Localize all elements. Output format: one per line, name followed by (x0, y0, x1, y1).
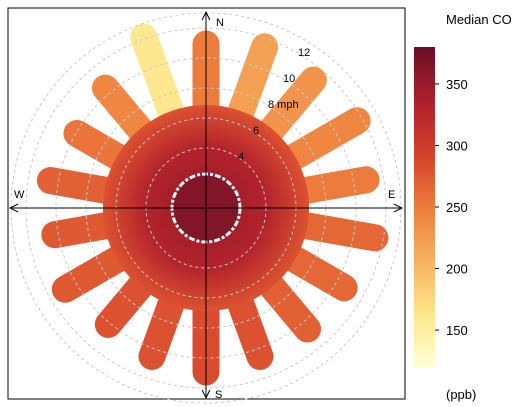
colorbar-tick-label: 300 (446, 138, 468, 153)
west-label: W (14, 189, 25, 201)
plot-panel-border (7, 7, 406, 400)
radial-tick-label: 10 (283, 73, 295, 85)
colorbar-title: Median CO (446, 12, 512, 27)
radial-tick-label: 8 mph (268, 99, 299, 111)
compass-axes (8, 10, 404, 400)
colorbar-tick-label: 150 (446, 323, 468, 338)
radial-tick-label: 4 (238, 151, 244, 163)
colorbar-tick-label: 200 (446, 262, 468, 277)
radial-tick-label: 6 (253, 125, 259, 137)
east-label: E (388, 189, 395, 201)
colorbar (414, 47, 435, 367)
radial-tick-label: 12 (298, 47, 310, 59)
radial-tick-labels: 4 6 8 mph 10 12 (238, 47, 310, 163)
axis-arrowhead (201, 389, 211, 400)
axis-arrowhead (8, 203, 19, 213)
axis-arrowhead (393, 203, 404, 213)
colorbar-unit: (ppb) (446, 387, 476, 402)
south-label: S (215, 389, 222, 401)
colorbar-tick-label: 350 (446, 77, 468, 92)
axis-arrowhead (201, 10, 211, 21)
colorbar-ticks: 150 200 250 300 350 (435, 77, 468, 338)
colorbar-tick-label: 250 (446, 200, 468, 215)
north-label: N (216, 17, 224, 29)
